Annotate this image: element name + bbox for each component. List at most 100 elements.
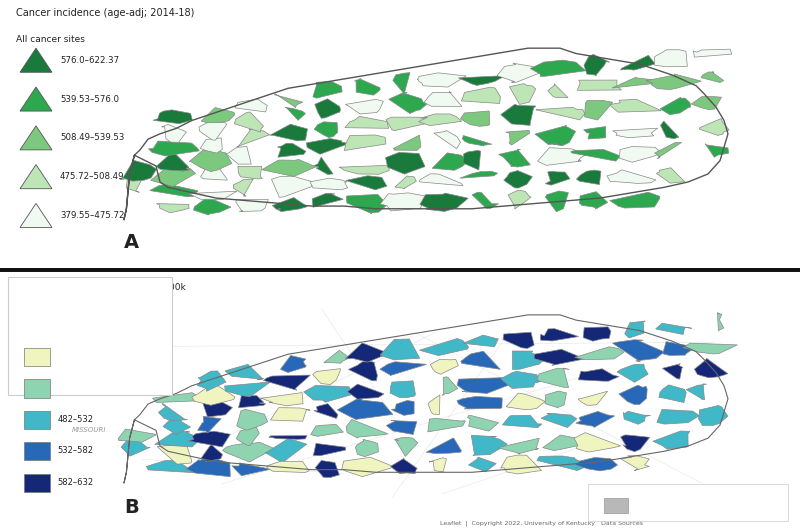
- Polygon shape: [541, 329, 578, 341]
- Polygon shape: [390, 381, 415, 398]
- Polygon shape: [394, 437, 418, 456]
- Polygon shape: [419, 339, 469, 356]
- Bar: [24, 411, 50, 429]
- Polygon shape: [380, 339, 420, 360]
- Polygon shape: [313, 444, 346, 456]
- Polygon shape: [424, 91, 462, 107]
- Polygon shape: [693, 49, 732, 57]
- Text: 582–632: 582–632: [58, 478, 94, 487]
- Polygon shape: [226, 146, 251, 164]
- Polygon shape: [542, 435, 582, 450]
- Polygon shape: [315, 461, 339, 478]
- Polygon shape: [502, 416, 542, 428]
- Polygon shape: [497, 63, 542, 82]
- Polygon shape: [699, 119, 729, 136]
- Polygon shape: [236, 426, 259, 446]
- Polygon shape: [498, 438, 539, 454]
- Bar: [24, 442, 50, 461]
- Polygon shape: [156, 152, 190, 171]
- Polygon shape: [121, 436, 150, 456]
- Polygon shape: [265, 439, 306, 461]
- Polygon shape: [536, 107, 585, 120]
- Text: 539.53–576.0: 539.53–576.0: [60, 94, 119, 103]
- Polygon shape: [576, 411, 614, 427]
- Polygon shape: [157, 445, 192, 464]
- Text: 482–532: 482–532: [58, 415, 94, 424]
- Polygon shape: [501, 455, 542, 474]
- Polygon shape: [457, 377, 509, 393]
- Polygon shape: [510, 84, 536, 104]
- Polygon shape: [501, 104, 536, 126]
- Polygon shape: [657, 410, 699, 424]
- Polygon shape: [610, 192, 660, 208]
- Polygon shape: [158, 403, 187, 421]
- Polygon shape: [469, 457, 496, 472]
- Text: 475.72–508.49: 475.72–508.49: [60, 172, 125, 181]
- Polygon shape: [686, 384, 706, 400]
- Polygon shape: [584, 55, 610, 76]
- Polygon shape: [314, 99, 341, 118]
- Polygon shape: [501, 372, 542, 388]
- FancyBboxPatch shape: [588, 484, 788, 521]
- Text: MISSOURI: MISSOURI: [72, 427, 106, 434]
- Polygon shape: [201, 165, 227, 180]
- Polygon shape: [612, 77, 658, 88]
- Polygon shape: [506, 130, 530, 145]
- Polygon shape: [575, 457, 618, 471]
- Polygon shape: [199, 121, 226, 140]
- Polygon shape: [274, 94, 302, 108]
- Polygon shape: [541, 413, 577, 428]
- Polygon shape: [202, 108, 235, 123]
- Polygon shape: [393, 135, 421, 151]
- Bar: [604, 498, 628, 513]
- Polygon shape: [457, 396, 502, 409]
- Polygon shape: [202, 401, 233, 417]
- Polygon shape: [619, 147, 658, 162]
- Polygon shape: [662, 364, 683, 379]
- Bar: [24, 474, 50, 492]
- Polygon shape: [192, 384, 234, 405]
- Polygon shape: [272, 198, 307, 211]
- Polygon shape: [503, 332, 534, 348]
- Polygon shape: [418, 114, 462, 126]
- Polygon shape: [262, 160, 316, 176]
- Polygon shape: [163, 417, 190, 435]
- Polygon shape: [656, 323, 692, 334]
- Polygon shape: [314, 404, 338, 419]
- Polygon shape: [583, 327, 611, 341]
- Polygon shape: [123, 161, 157, 181]
- Text: Cancer incidence (age-adj) per 100k: Cancer incidence (age-adj) per 100k: [20, 284, 186, 293]
- Polygon shape: [146, 460, 195, 473]
- Polygon shape: [471, 435, 507, 455]
- Polygon shape: [653, 431, 690, 449]
- Polygon shape: [646, 74, 702, 90]
- Polygon shape: [613, 128, 658, 138]
- Polygon shape: [579, 192, 608, 209]
- Polygon shape: [546, 171, 570, 185]
- Polygon shape: [304, 385, 356, 402]
- Polygon shape: [310, 425, 343, 436]
- Polygon shape: [281, 356, 306, 373]
- Polygon shape: [607, 170, 656, 183]
- Polygon shape: [270, 408, 310, 421]
- Text: All cancer sites: All cancer sites: [16, 35, 85, 44]
- Polygon shape: [153, 110, 192, 123]
- Polygon shape: [621, 435, 650, 452]
- Polygon shape: [225, 382, 270, 397]
- Text: Cancer incidence (age-adj; 2014-18): Cancer incidence (age-adj; 2014-18): [16, 8, 194, 18]
- Polygon shape: [149, 141, 199, 156]
- Polygon shape: [534, 349, 585, 365]
- Polygon shape: [313, 369, 341, 384]
- Polygon shape: [548, 84, 568, 98]
- Polygon shape: [238, 166, 262, 179]
- Polygon shape: [698, 405, 728, 426]
- Polygon shape: [585, 100, 613, 120]
- Text: B: B: [124, 498, 138, 517]
- Polygon shape: [513, 351, 542, 369]
- Polygon shape: [691, 96, 722, 110]
- Text: 576.0–622.37: 576.0–622.37: [60, 56, 119, 65]
- Polygon shape: [20, 87, 52, 111]
- Polygon shape: [346, 195, 387, 214]
- Polygon shape: [153, 393, 198, 402]
- Polygon shape: [156, 373, 172, 392]
